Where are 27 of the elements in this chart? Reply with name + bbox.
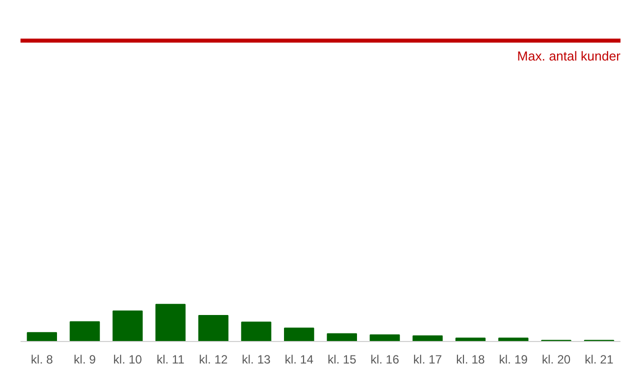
bar — [370, 334, 400, 342]
x-tick-label: kl. 11 — [156, 352, 185, 366]
x-tick-label: kl. 17 — [413, 352, 442, 366]
x-tick-label: kl. 21 — [584, 352, 614, 366]
bar — [155, 304, 186, 342]
bar — [198, 314, 228, 342]
bar — [241, 322, 272, 342]
x-tick-label: kl. 8 — [30, 352, 54, 366]
x-tick-label: kl. 18 — [456, 352, 486, 366]
bar — [326, 333, 357, 342]
bar — [26, 332, 57, 342]
x-tick-label: kl. 20 — [542, 352, 571, 366]
x-tick-label: kl. 10 — [113, 352, 142, 366]
ref-line-label: Max. antal kunder — [517, 48, 622, 64]
x-tick-label: kl. 16 — [370, 352, 400, 366]
x-tick-label: kl. 14 — [284, 352, 314, 366]
bar — [70, 321, 100, 342]
x-tick-label: kl. 12 — [199, 352, 228, 366]
x-tick-label: kl. 13 — [242, 352, 271, 366]
bar — [412, 335, 443, 342]
bar — [455, 338, 486, 342]
bar — [498, 338, 528, 342]
bar — [284, 328, 314, 342]
x-tick-label: kl. 19 — [499, 352, 528, 366]
bar — [112, 310, 143, 342]
x-tick-label: kl. 9 — [74, 352, 96, 366]
x-tick-label: kl. 15 — [328, 352, 357, 366]
